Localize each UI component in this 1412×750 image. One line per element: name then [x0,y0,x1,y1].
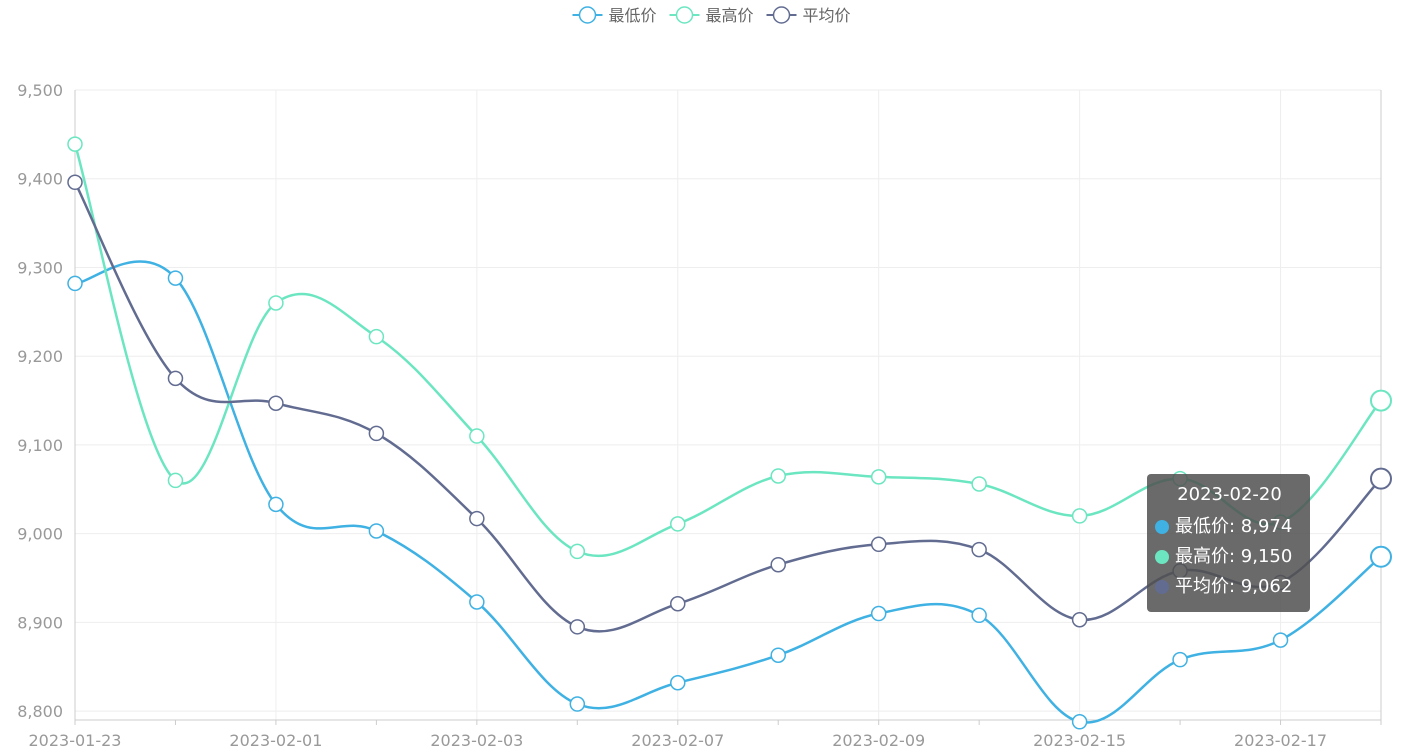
avg-data-point[interactable] [870,536,887,553]
high-data-point[interactable] [971,476,987,492]
legend-label: 平均价 [803,6,851,25]
high-series-dot-icon [1155,550,1169,564]
low-data-point[interactable] [1272,632,1289,648]
low-data-point[interactable] [67,275,83,292]
y-tick-label: 9,400 [17,170,63,189]
legend-label: 最低价 [609,6,657,25]
x-tick-label: 2023-01-23 [29,731,122,750]
axes: 8,800 8,900 9,000 9,100 9,200 9,300 9,400 9,500… [17,81,1382,750]
high-data-point[interactable] [368,328,385,345]
avg-data-point[interactable] [268,395,284,411]
avg-data-point[interactable] [569,619,586,635]
x-tick-label: 2023-02-15 [1033,731,1126,750]
high-data-point[interactable] [268,295,284,311]
high-data-point[interactable] [870,469,887,485]
avg-data-point[interactable] [670,596,686,612]
avg-data-point[interactable] [469,510,485,527]
legend-item-low[interactable]: 最低价 [572,6,657,25]
high-data-point[interactable] [670,516,686,532]
tooltip-title: 2023-02-20 [1177,484,1282,505]
tooltip-row-low: 最低价: 8,974 [1155,512,1304,542]
y-tick-label: 9,300 [17,258,63,277]
x-tick-label: 2023-02-07 [631,731,724,750]
legend-item-high[interactable]: 最高价 [669,6,754,25]
tooltip-row-text: 平均价: 9,062 [1175,576,1293,597]
legend[interactable]: 最低价 最高价 平均价 [572,6,851,25]
low-data-point[interactable] [870,605,887,622]
x-tick-label: 2023-02-03 [430,731,523,750]
y-tick-label: 8,900 [17,613,63,632]
x-tick-label: 2023-02-17 [1234,731,1327,750]
chart-tooltip: 2023-02-20 最低价: 8,974 最高价: 9,150 平均价: 9,… [1147,474,1310,612]
tooltip-row-text: 最高价: 9,150 [1175,546,1293,567]
legend-circle-icon [772,6,791,24]
avg-data-point[interactable] [167,370,184,387]
low-series-dot-icon [1155,520,1169,534]
avg-series-dot-icon [1155,580,1169,594]
low-data-point[interactable] [167,270,184,286]
series-lines [73,143,1382,724]
avg-data-point[interactable] [770,556,786,573]
avg-data-point[interactable] [67,174,83,191]
avg-data-point[interactable] [971,541,987,558]
low-data-point[interactable] [368,523,385,539]
high-data-point[interactable] [67,136,83,152]
avg-data-point[interactable] [368,425,385,442]
y-tick-label: 8,800 [17,702,63,721]
low-data-point[interactable] [569,696,586,712]
y-tick-label: 9,500 [17,81,63,100]
x-tick-label: 2023-02-01 [229,731,322,750]
low-data-point[interactable] [268,496,284,513]
low-data-point[interactable] [469,594,485,610]
y-tick-label: 9,200 [17,347,63,366]
data-points[interactable] [67,136,1392,730]
x-tick-label: 2023-02-09 [832,731,925,750]
low-data-point[interactable] [1071,714,1088,730]
legend-circle-icon [675,6,694,24]
avg-data-point[interactable] [1370,467,1392,490]
high-data-point[interactable] [1370,389,1392,412]
legend-item-avg[interactable]: 平均价 [766,6,851,25]
low-data-point[interactable] [971,607,987,624]
high-data-point[interactable] [569,543,586,560]
y-tick-label: 9,000 [17,525,63,544]
high-data-point[interactable] [167,472,184,489]
legend-label: 最高价 [706,6,754,25]
avg-data-point[interactable] [1071,611,1088,628]
tooltip-row-text: 最低价: 8,974 [1175,516,1293,537]
low-data-point[interactable] [670,674,686,691]
high-data-point[interactable] [469,428,485,444]
legend-circle-icon [578,6,597,24]
high-data-point[interactable] [1071,508,1088,524]
high-data-point[interactable] [770,468,786,484]
low-data-point[interactable] [1172,651,1188,668]
low-data-point[interactable] [1370,545,1392,568]
low-data-point[interactable] [770,647,786,663]
tooltip-row-avg: 平均价: 9,062 [1155,572,1304,602]
tooltip-row-high: 最高价: 9,150 [1155,542,1304,572]
y-tick-label: 9,100 [17,436,63,455]
